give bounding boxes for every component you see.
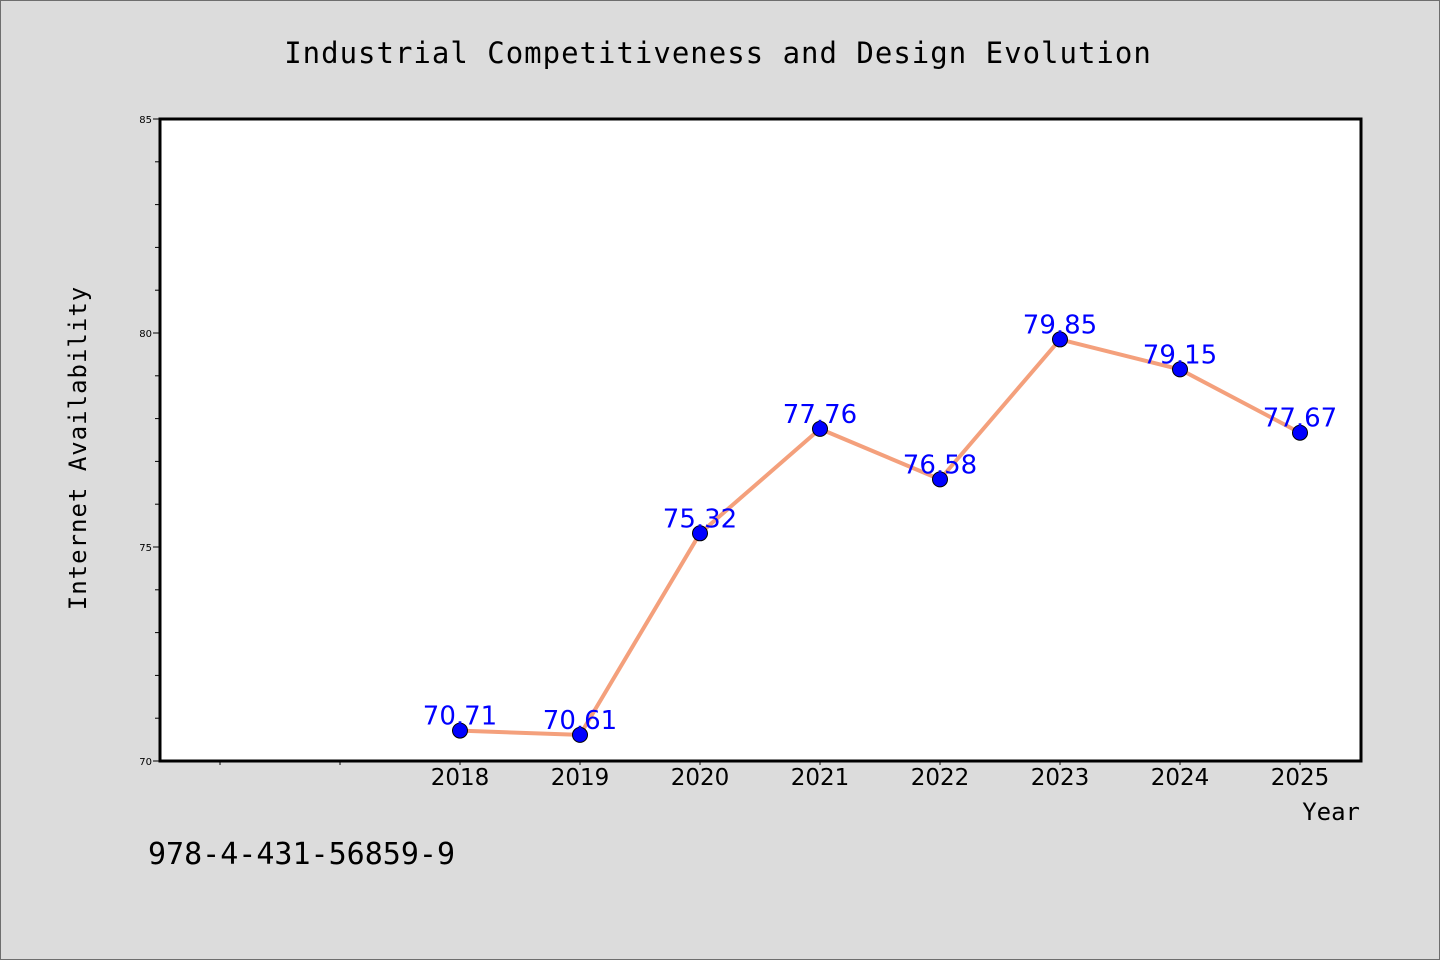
- data-labels-group: 70.71 70.61 75.32 77.76 76.58 79.85 79.15 77.67: [423, 310, 1337, 735]
- series-line-group: [458, 337, 1302, 737]
- data-point: [1292, 424, 1308, 441]
- x-axis: 2018 2019 2020 2021 2022 2023 2024 2025: [219, 761, 1330, 791]
- data-label: 79.85: [1023, 310, 1097, 340]
- data-label: 70.61: [543, 706, 617, 736]
- y-tick-label: 75: [139, 543, 152, 554]
- y-axis: 70 75 80 85: [139, 115, 160, 768]
- plot-area: [158, 117, 1363, 763]
- y-tick-label: 85: [139, 115, 152, 126]
- data-label: 77.76: [783, 400, 857, 430]
- series-points-group: [452, 331, 1308, 743]
- data-point: [692, 525, 708, 542]
- x-tick-label: 2020: [671, 765, 730, 791]
- x-tick-label: 2021: [791, 765, 850, 791]
- data-point: [1052, 331, 1068, 348]
- chart-title: Industrial Competitiveness and Design Ev…: [284, 36, 1152, 70]
- data-point: [812, 420, 828, 437]
- data-label: 75.32: [663, 504, 737, 534]
- data-label: 77.67: [1263, 404, 1337, 434]
- series-line: [458, 337, 1302, 737]
- x-tick-label: 2018: [431, 765, 490, 791]
- data-point: [932, 471, 948, 488]
- y-tick-label: 80: [139, 329, 152, 340]
- data-point: [452, 722, 468, 739]
- x-tick-label: 2025: [1271, 765, 1330, 791]
- y-tick-label: 70: [139, 757, 152, 768]
- data-label: 70.71: [423, 702, 497, 732]
- data-label: 79.15: [1143, 340, 1217, 370]
- data-point: [1172, 361, 1188, 378]
- x-tick-label: 2022: [911, 765, 970, 791]
- x-tick-label: 2023: [1031, 765, 1090, 791]
- x-tick-label: 2024: [1151, 765, 1210, 791]
- data-point: [572, 726, 588, 743]
- isbn-code: 978-4-431-56859-9: [148, 837, 455, 872]
- x-tick-label: 2019: [551, 765, 610, 791]
- y-axis-label: Internet Availability: [64, 286, 92, 610]
- data-label: 76.58: [903, 450, 977, 480]
- x-axis-label: Year: [1302, 798, 1360, 826]
